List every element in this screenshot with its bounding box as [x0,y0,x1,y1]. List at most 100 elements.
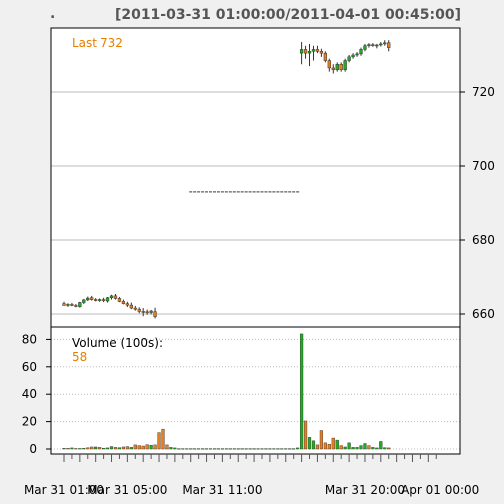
volume-bar [189,448,193,450]
volume-bar [248,448,252,450]
price-y-tick-label: 720 [472,85,495,99]
volume-bar [66,448,70,450]
volume-bar [252,448,256,450]
volume-bar [117,447,122,450]
volume-bar [200,448,205,450]
volume-bar [145,444,149,450]
volume-y-axis: 0 20 40 60 80 [22,332,51,456]
volume-bar [129,447,133,450]
price-candle [74,305,78,307]
volume-bar [355,447,359,450]
volume-bar [149,444,153,450]
price-candle [121,301,126,304]
volume-bar [256,448,260,450]
price-candle [62,303,66,306]
volume-bar [177,448,181,450]
volume-bar [339,445,343,450]
price-candle [347,56,351,61]
volume-y-tick-label: 60 [22,360,37,374]
volume-y-tick-label: 80 [22,332,37,346]
x-tick-label: Mar 31 11:00 [182,483,262,497]
price-candle [319,51,324,54]
volume-bar [307,437,312,450]
volume-bar [212,448,217,450]
volume-bar [375,447,379,450]
price-candle [379,43,383,46]
volume-bar [367,445,371,450]
price-candle [129,304,133,309]
volume-bar [153,444,157,450]
volume-bar [228,448,232,450]
price-candle [66,304,70,306]
volume-bar [331,437,335,450]
volume-bar [216,448,221,450]
volume-bar [224,448,228,450]
volume-panel [51,327,460,454]
volume-bar [157,432,161,450]
price-y-tick-label: 700 [472,159,495,173]
price-candle [371,44,375,46]
price-y-tick-label: 680 [472,233,495,247]
volume-bar [78,448,82,450]
x-tick-label: Mar 31 01:00 [24,483,104,497]
volume-bar [86,447,90,450]
volume-bar [185,448,189,450]
volume-bar [264,448,268,450]
price-candle [367,44,371,46]
price-candle [133,307,137,310]
price-candle [145,311,149,314]
price-y-tick-label: 660 [472,307,495,321]
price-y-axis: 660 680 700 720 [460,85,495,321]
volume-bar [204,448,209,450]
volume-bar [141,445,145,450]
volume-bar [105,447,110,450]
volume-bar [280,448,284,450]
volume-bar [94,446,98,450]
volume-bar [181,448,185,450]
price-candle [355,53,359,56]
volume-bar [113,447,118,450]
volume-bar [62,448,66,450]
volume-bar [98,447,102,450]
volume-bar [343,446,347,450]
volume-bar [165,444,169,450]
price-candle [94,299,98,301]
price-candle [113,295,118,299]
price-candle [327,60,331,69]
volume-bar [173,447,177,450]
volume-bar [90,446,94,450]
x-axis-ticks [63,454,437,462]
volume-bar [137,445,141,450]
volume-bar [121,446,125,450]
volume-bar [133,444,137,450]
price-candle [82,299,86,303]
price-candle [70,304,74,306]
volume-bar [244,448,248,450]
x-tick-label: Apr 01 00:00 [401,483,479,497]
last-price-label: Last [72,36,97,50]
price-candle [78,302,82,307]
volume-y-tick-label: 0 [29,442,37,456]
volume-bar [327,444,331,450]
volume-bar [351,447,355,450]
volume-bar [347,442,351,450]
volume-bar [161,428,165,450]
volume-bar [197,448,201,450]
volume-bar [70,447,74,450]
date-range-title: [2011-03-31 01:00:00/2011-04-01 00:45:00… [115,7,461,23]
price-candle [351,54,355,58]
volume-bar [220,448,224,450]
price-candle [311,49,316,52]
volume-bar [276,448,280,450]
volume-label: Volume (100s): [72,336,163,350]
price-candle [335,64,339,71]
volume-bar [208,448,213,450]
volume-bar [383,447,387,450]
volume-bar [359,445,363,450]
volume-bar [303,420,308,450]
price-candle [86,297,90,301]
price-candle [101,299,106,301]
volume-bar [232,448,236,450]
volume-bar [82,448,86,450]
